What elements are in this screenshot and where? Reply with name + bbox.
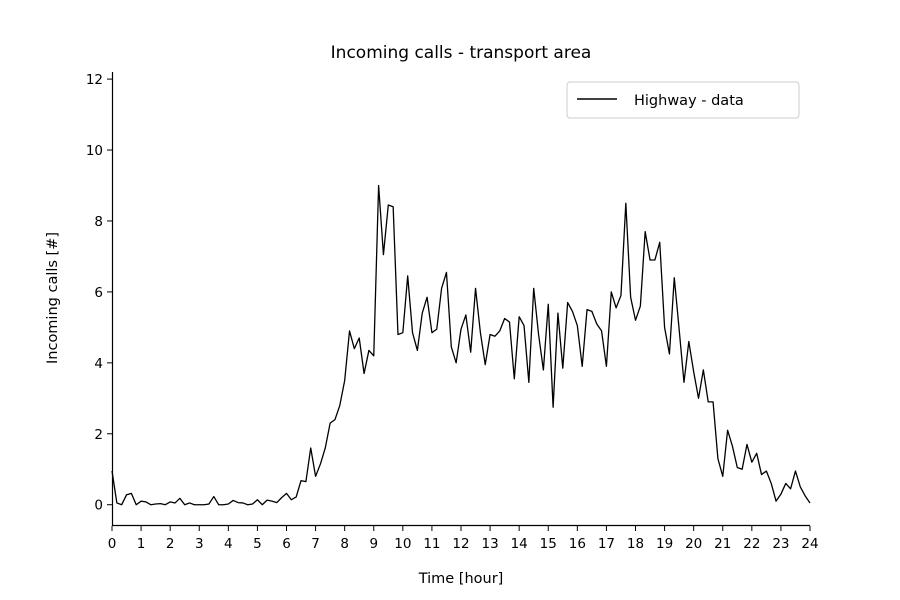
x-tick-label: 24 — [801, 536, 818, 552]
y-tick-label: 0 — [94, 498, 103, 514]
x-axis-ticks: 0 1 2 3 4 5 6 7 8 9 10 11 12 13 14 15 16 17 18 19 20 21 22 23 24 — [108, 526, 819, 552]
x-tick-label: 18 — [627, 536, 644, 552]
x-tick-label: 11 — [423, 536, 440, 552]
x-tick-label: 1 — [137, 536, 146, 552]
x-tick-label: 8 — [340, 536, 349, 552]
y-axis-ticks: 0 2 4 6 8 10 12 — [86, 72, 112, 514]
x-tick-label: 2 — [166, 536, 175, 552]
x-tick-label: 9 — [369, 536, 378, 552]
plot-series — [111, 184, 811, 506]
y-tick-label: 8 — [94, 214, 103, 230]
x-tick-label: 0 — [108, 536, 117, 552]
y-tick-label: 12 — [86, 72, 103, 88]
series-line-0 — [111, 184, 811, 506]
x-tick-label: 19 — [656, 536, 673, 552]
x-axis-title: Time [hour] — [418, 571, 504, 587]
y-tick-label: 10 — [86, 143, 103, 159]
x-tick-label: 14 — [511, 536, 528, 552]
legend-box — [566, 81, 800, 119]
x-tick-label: 6 — [282, 536, 291, 552]
legend: Highway - data — [566, 81, 800, 119]
x-tick-label: 20 — [685, 536, 702, 552]
y-tick-label: 4 — [94, 356, 103, 372]
x-tick-label: 15 — [540, 536, 557, 552]
x-tick-label: 3 — [195, 536, 204, 552]
y-tick-label: 2 — [94, 427, 103, 443]
x-tick-label: 16 — [569, 536, 586, 552]
x-tick-label: 23 — [772, 536, 789, 552]
x-tick-label: 10 — [394, 536, 411, 552]
legend-label: Highway - data — [634, 93, 744, 109]
x-tick-label: 4 — [224, 536, 233, 552]
y-tick-label: 6 — [94, 285, 103, 301]
x-tick-label: 7 — [311, 536, 320, 552]
x-tick-label: 12 — [452, 536, 469, 552]
x-tick-label: 17 — [598, 536, 615, 552]
x-tick-label: 22 — [743, 536, 760, 552]
x-tick-label: 5 — [253, 536, 262, 552]
y-axis-title: Incoming calls [#] — [45, 232, 61, 364]
x-tick-label: 13 — [481, 536, 498, 552]
chart-title: Incoming calls - transport area — [331, 43, 592, 63]
x-tick-label: 21 — [714, 536, 731, 552]
